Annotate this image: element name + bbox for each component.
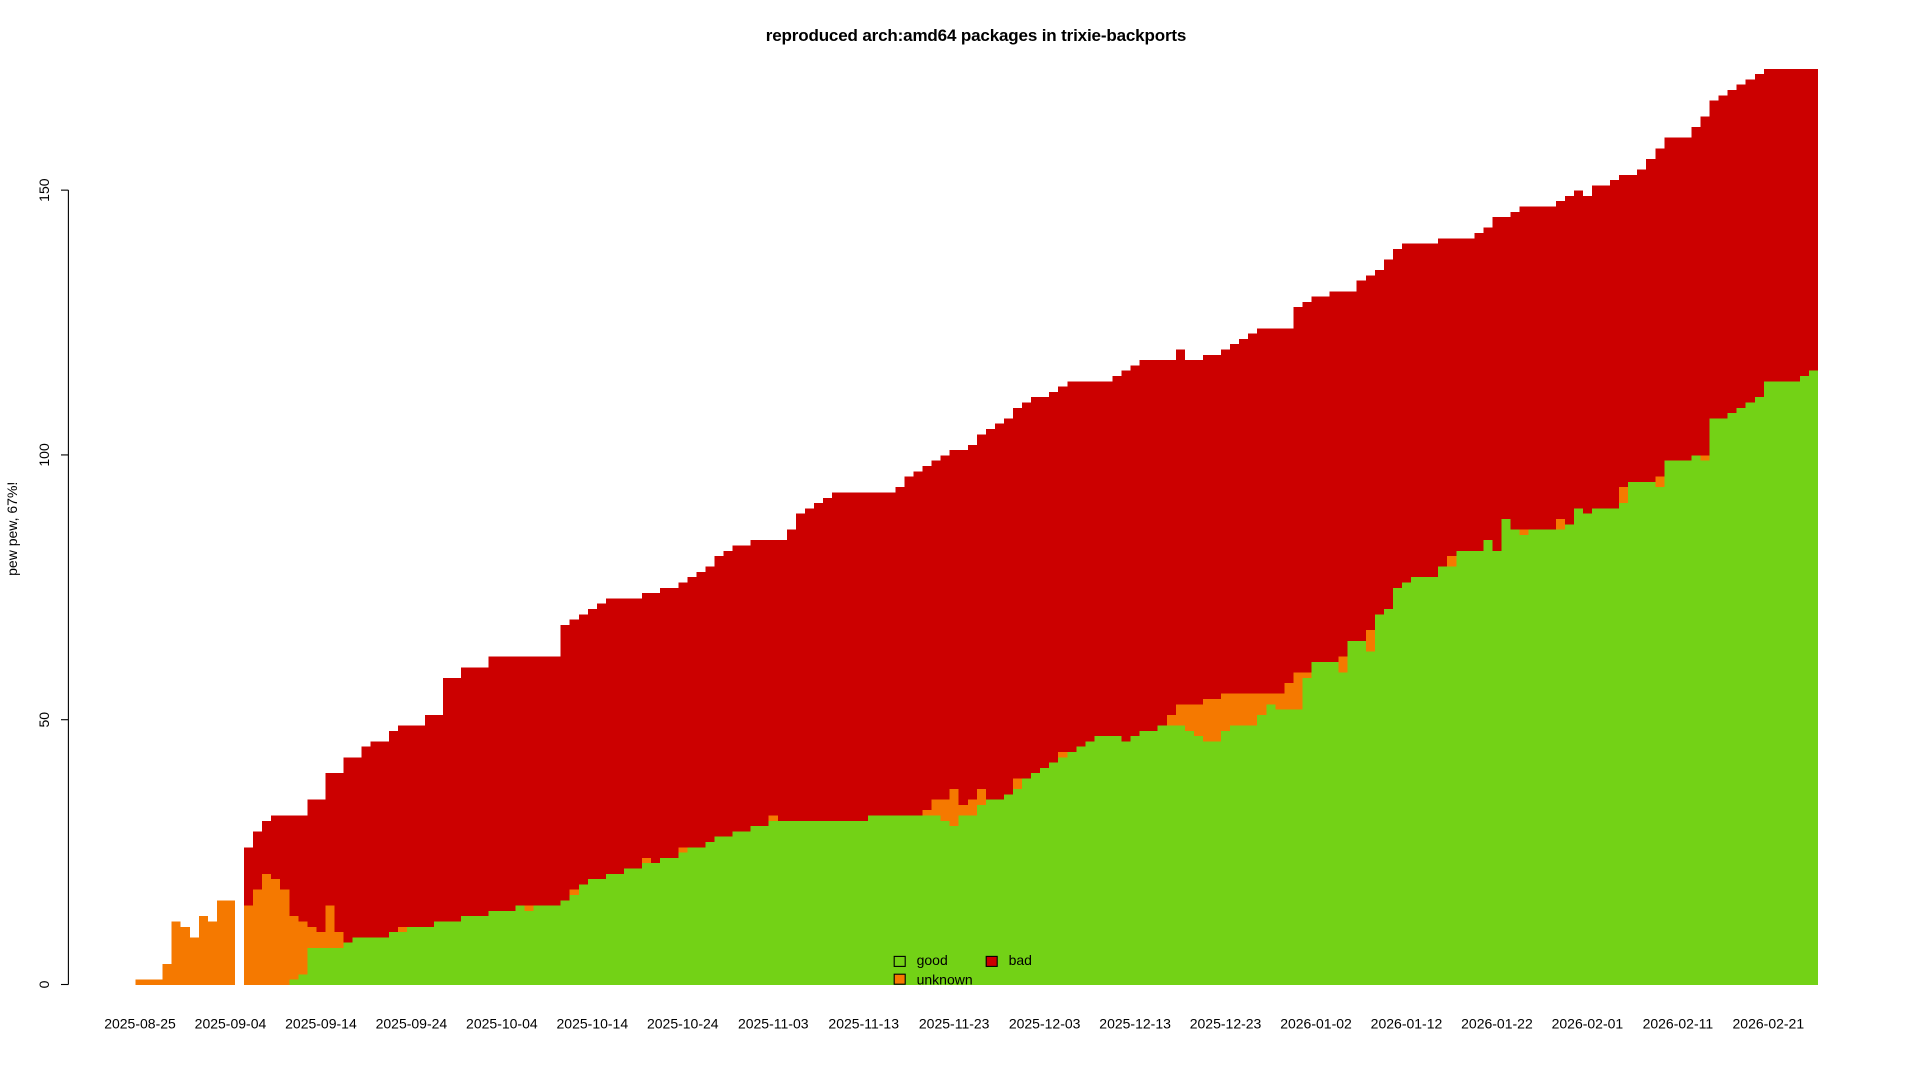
svg-text:2026-02-21: 2026-02-21 xyxy=(1733,1015,1805,1031)
svg-text:50: 50 xyxy=(36,712,52,728)
svg-text:150: 150 xyxy=(36,178,52,202)
svg-text:reproduced arch:amd64 packages: reproduced arch:amd64 packages in trixie… xyxy=(766,26,1187,45)
svg-text:pew pew, 67%!: pew pew, 67%! xyxy=(4,482,20,576)
svg-text:100: 100 xyxy=(36,443,52,467)
svg-text:2025-09-14: 2025-09-14 xyxy=(285,1015,357,1031)
svg-text:2025-11-13: 2025-11-13 xyxy=(828,1015,899,1031)
svg-text:2025-11-23: 2025-11-23 xyxy=(919,1015,990,1031)
svg-text:2026-01-02: 2026-01-02 xyxy=(1280,1015,1352,1031)
svg-text:2025-09-24: 2025-09-24 xyxy=(376,1015,448,1031)
svg-text:2025-12-23: 2025-12-23 xyxy=(1190,1015,1262,1031)
svg-text:2026-02-11: 2026-02-11 xyxy=(1643,1015,1714,1031)
svg-text:2025-11-03: 2025-11-03 xyxy=(738,1015,809,1031)
svg-text:bad: bad xyxy=(1009,952,1032,968)
svg-text:2026-01-22: 2026-01-22 xyxy=(1461,1015,1533,1031)
svg-text:unknown: unknown xyxy=(917,971,973,987)
svg-text:good: good xyxy=(917,952,948,968)
svg-text:2026-02-01: 2026-02-01 xyxy=(1552,1015,1624,1031)
svg-text:2026-01-12: 2026-01-12 xyxy=(1371,1015,1443,1031)
svg-text:2025-09-04: 2025-09-04 xyxy=(195,1015,267,1031)
svg-text:2025-12-13: 2025-12-13 xyxy=(1099,1015,1171,1031)
svg-text:2025-12-03: 2025-12-03 xyxy=(1009,1015,1081,1031)
svg-text:2025-08-25: 2025-08-25 xyxy=(104,1015,176,1031)
svg-text:0: 0 xyxy=(36,980,52,988)
svg-text:2025-10-24: 2025-10-24 xyxy=(647,1015,719,1031)
svg-text:2025-10-04: 2025-10-04 xyxy=(466,1015,538,1031)
svg-text:2025-10-14: 2025-10-14 xyxy=(557,1015,629,1031)
